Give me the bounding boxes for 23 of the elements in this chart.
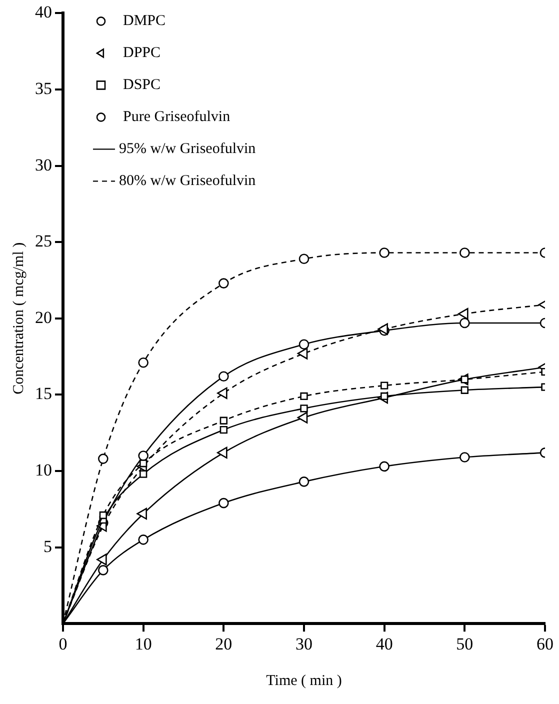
x-tick-label: 10 [134, 634, 152, 654]
x-tick-label: 60 [536, 634, 554, 654]
annotation: 80% w/w Griseofulvin [119, 173, 256, 190]
annotation: 95% w/w Griseofulvin [119, 141, 256, 158]
legend-label: Pure Griseofulvin [123, 109, 231, 126]
x-tick-label: 40 [376, 634, 393, 654]
x-tick-label: 20 [215, 634, 232, 654]
legend-label: DPPC [123, 45, 161, 62]
legend-label: DSPC [123, 77, 161, 94]
x-tick-label: 50 [456, 634, 474, 654]
x-tick-label: 0 [58, 634, 68, 654]
y-tick-label: 20 [35, 308, 52, 327]
y-tick-label: 15 [35, 384, 52, 404]
y-tick-label: 40 [35, 2, 52, 22]
x-tick-label: 30 [296, 634, 312, 654]
x-axis-title: Time ( min ) [266, 672, 342, 689]
legend-label: DMPC [123, 13, 166, 30]
y-tick-label: 10 [35, 460, 52, 480]
y-tick-label: 5 [44, 536, 52, 556]
y-tick-label: 35 [35, 78, 52, 98]
y-tick-label: 30 [35, 155, 52, 174]
y-axis-title: Concentration ( mcg/ml ) [10, 242, 27, 394]
y-tick-label: 25 [35, 232, 52, 251]
